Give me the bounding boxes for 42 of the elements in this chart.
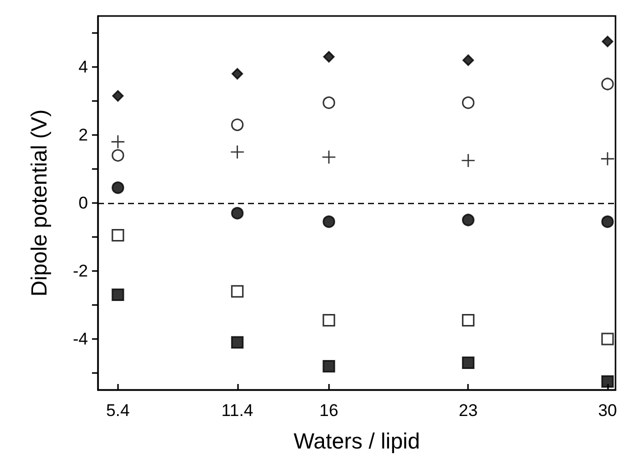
- point: [322, 215, 336, 228]
- point: [111, 135, 124, 148]
- point: [322, 314, 336, 327]
- point: [112, 90, 124, 102]
- point: [602, 36, 614, 48]
- x-axis-title: Waters / lipid: [294, 428, 420, 454]
- y-tick-label: -4: [72, 330, 88, 348]
- point: [601, 375, 614, 388]
- point: [601, 152, 614, 166]
- point: [322, 150, 336, 164]
- point: [462, 96, 474, 109]
- point: [601, 78, 614, 90]
- point: [112, 181, 124, 194]
- point: [462, 314, 474, 327]
- y-tick-label: -2: [72, 262, 88, 280]
- point: [323, 51, 335, 63]
- point: [112, 229, 124, 242]
- point: [462, 154, 475, 167]
- y-tick-label: 4: [78, 58, 88, 76]
- point: [322, 360, 336, 372]
- x-tick-label: 23: [458, 401, 478, 420]
- point: [112, 149, 124, 162]
- point: [601, 332, 614, 346]
- x-tick-label: 5.4: [106, 401, 130, 420]
- point: [232, 68, 244, 80]
- x-tick-label: 30: [598, 401, 618, 420]
- point: [601, 215, 614, 228]
- y-axis-title: Dipole potential (V): [26, 109, 52, 297]
- y-tick-label: 2: [78, 126, 88, 144]
- point: [112, 288, 124, 302]
- point: [462, 214, 474, 226]
- point: [462, 54, 474, 66]
- point: [322, 96, 336, 109]
- point: [231, 118, 244, 132]
- y-tick-label: 0: [78, 194, 88, 212]
- point: [462, 356, 474, 370]
- x-tick-label: 11.4: [221, 401, 254, 420]
- point: [230, 146, 244, 158]
- point: [231, 336, 244, 349]
- x-tick-label: 16: [319, 401, 338, 420]
- point: [231, 206, 244, 220]
- point: [231, 285, 244, 298]
